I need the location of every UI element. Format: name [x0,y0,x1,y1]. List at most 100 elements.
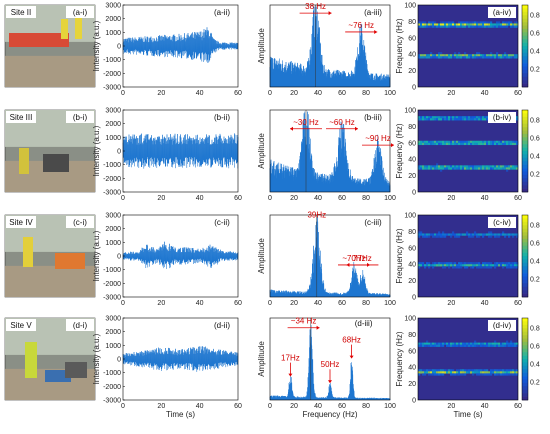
colorbar-swatch [522,5,528,9]
spectrogram-cell [490,56,493,59]
spectrogram-cell [462,56,465,59]
spectrogram-cell [420,118,423,121]
spectrogram-cell [458,235,461,238]
spectrogram-cell [486,140,489,143]
x-axis-label: Time (s) [166,410,195,419]
plot-frame [417,4,519,88]
spectrogram-cell [494,344,497,347]
spectrogram-cell [450,167,453,170]
y-tick-label: 0 [117,254,121,261]
spectrogram-cell [452,369,455,372]
x-tick-label: 60 [234,90,242,97]
peak-annotation: 68Hz [342,336,361,345]
spectrogram-cell [462,23,465,26]
spectrogram-cell [452,264,455,267]
spectrogram-cell [506,56,509,59]
spectrogram-cell [448,23,451,26]
spectrogram-cell [488,23,491,26]
spectrogram-cell [478,233,481,236]
spectrogram-cell [448,342,451,345]
spectrogram-cell [482,23,485,26]
colorbar-swatch [522,59,528,64]
spectrogram-cell [490,264,493,267]
spectrogram-cell [462,25,465,28]
y-tick-label: 100 [404,213,416,220]
spectrogram-cell [428,167,431,170]
spectrogram-cell [506,266,509,269]
spectrogram-cell [442,231,445,234]
spectrogram-cell [422,54,425,57]
x-tick-label: 60 [514,300,522,307]
y-tick-label: 0 [117,357,121,364]
spectrogram-cell [432,56,435,59]
spectrogram-cell [456,118,459,121]
spectrogram-cell [480,373,483,376]
spectrogram-cell [454,25,457,28]
spectrogram-cell [510,140,513,143]
y-axis-label: Amplitude [257,238,266,274]
x-tick-label: 60 [514,90,522,97]
x-tick-label: 40 [196,195,204,202]
spectrogram-cell [464,52,467,55]
spectrogram-cell [476,262,479,265]
spectrogram-cell [514,262,517,265]
spectrogram-cell [468,21,471,24]
spectrogram-cell [464,140,467,143]
spectrogram-cell [478,264,481,267]
spectrogram-cell [430,167,433,170]
spectrogram-cell [474,54,477,57]
spectrogram-cell [474,262,477,265]
spectrogram-cell [430,373,433,376]
spectrogram-cell [464,167,467,170]
y-tick-label: 60 [408,348,416,355]
spectrogram-cell [492,371,495,374]
colorbar-swatch [522,144,528,148]
spectrogram-cell [422,56,425,59]
spectrogram-cell [482,25,485,28]
spectrogram-cell [502,264,505,267]
spectrogram-cell [474,56,477,59]
spectrogram-cell [444,56,447,59]
y-tick-label: 3000 [105,316,121,323]
spectrogram-cell [426,167,429,170]
spectrogram-cell [436,142,439,146]
spectrogram-cell [422,371,425,374]
spectrogram-cell [496,21,499,24]
spectrogram-cell [508,140,511,143]
spectrogram-cell [432,142,435,146]
spectrogram-cell [438,369,441,372]
spectrogram-cell [492,369,495,372]
y-tick-label: 40 [408,365,416,372]
y-tick-label: -1000 [103,267,121,274]
spectrogram-cell [460,140,463,143]
colorbar-swatch [522,215,528,219]
spectrogram-cell [438,235,441,238]
spectrogram-cell [452,21,455,24]
spectrogram-cell [446,56,449,59]
spectrogram-cell [512,371,515,374]
spectrogram-cell [466,264,469,267]
plate-machine [45,370,71,382]
spectrogram-cell [468,371,471,374]
spectrogram-cell [470,142,473,146]
spectrogram-cell [442,264,445,267]
spectrogram-cell [468,54,471,57]
spectrogram-cell [478,140,481,143]
spectrogram-cell [450,56,453,59]
spectrogram-cell [436,163,439,166]
spectrogram-cell [516,56,519,59]
spectrogram-cell [494,25,497,28]
spectrogram-cell [450,342,453,345]
spectrogram-cell [456,264,459,267]
spectrogram-cell [460,342,463,345]
spectrogram-cell [472,264,475,267]
colorbar-swatch [522,11,528,16]
colorbar-swatch [522,324,528,329]
y-tick-label: -2000 [103,384,121,391]
spectrogram-cell [436,344,439,347]
colorbar-swatch [522,266,528,270]
spectrogram-cell [460,23,463,26]
spectrogram-cell [420,56,423,59]
site-label: Site II [11,8,31,17]
colorbar-swatch [522,127,528,131]
